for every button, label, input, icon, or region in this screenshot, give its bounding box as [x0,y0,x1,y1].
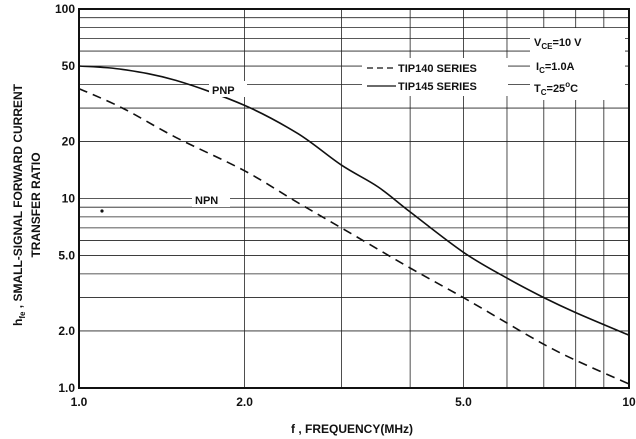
x-tick-label: 2.0 [236,395,253,409]
legend: TIP140 SERIES TIP145 SERIES [362,58,508,96]
npn-label-bg [192,191,230,207]
y-tick-label: 2.0 [58,324,75,338]
y-tick-label: 10 [62,192,76,206]
curves [78,65,630,385]
pnp-label-bg [209,81,247,97]
conditions-bg [530,28,625,100]
pnp-label: PNP [212,85,235,97]
x-tick-label: 10 [622,395,636,409]
x-tick-label: 5.0 [455,395,472,409]
y-tick-label: 5.0 [58,249,75,263]
series-pnp-line [78,65,630,336]
y-tick-label: 1.0 [58,381,75,395]
legend-bg [362,58,508,96]
y-tick-labels: 1.0 2.0 5.0 10 20 50 100 [55,2,75,395]
legend-dashed-label: TIP140 SERIES [398,63,477,75]
y-tick-label: 100 [55,2,75,16]
legend-solid-label: TIP145 SERIES [398,81,477,93]
stray-dot [100,209,104,213]
x-tick-labels: 1.0 2.0 5.0 10 [71,395,636,409]
y-axis-title-line2: TRANSFER RATIO [29,152,43,257]
x-axis-title: f , FREQUENCY(MHz) [291,422,413,436]
condition-tc: TC=25oC [534,80,578,97]
condition-vce: VCE=10 V [534,37,582,51]
y-axis-title-line1: hfe , SMALL-SIGNAL FORWARD CURRENT [11,83,27,326]
y-tick-label: 20 [62,134,76,148]
x-tick-label: 1.0 [71,395,88,409]
y-tick-label: 50 [62,59,76,73]
test-conditions: VCE=10 V IC=1.0A TC=25oC [530,28,625,100]
npn-label: NPN [195,195,218,207]
condition-ic: IC=1.0A [536,61,575,75]
plot-frame [78,8,630,389]
series-npn-line [78,87,630,385]
